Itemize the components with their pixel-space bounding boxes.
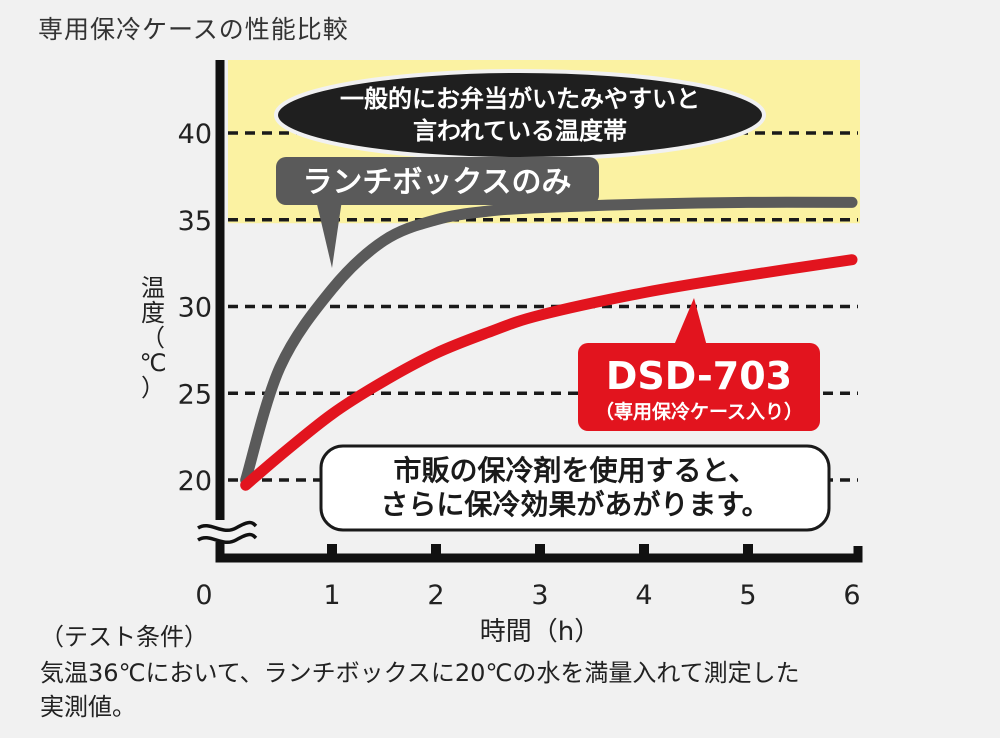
x-tick-label-5: 5 [739, 580, 756, 611]
axis-break-wave-lower [197, 532, 258, 544]
y-axis-label-char-1: 度 [141, 299, 165, 327]
x-tick-mark-2 [431, 544, 441, 558]
x-tick-label-1: 1 [323, 580, 340, 611]
dsd-series-label: DSD-703 [606, 354, 792, 398]
tip-callout-line-2: さらに保冷効果があがります。 [380, 488, 769, 521]
x-tick-mark-1 [327, 544, 337, 558]
y-tick-label-30: 30 [178, 293, 212, 324]
y-tick-label-35: 35 [178, 206, 212, 237]
x-tick-mark-4 [639, 544, 649, 558]
y-tick-label-20: 20 [178, 466, 212, 497]
y-tick-label-40: 40 [178, 119, 212, 150]
series-line-lunchbox-only [240, 196, 858, 486]
lunchbox-callout-pointer [316, 200, 342, 268]
y-tick-label-25: 25 [178, 379, 212, 410]
dsd-callout-box [578, 343, 820, 431]
x-tick-label-3: 3 [531, 580, 548, 611]
y-axis-label-char-4: ） [141, 374, 165, 402]
y-axis-label-char-3: ℃ [140, 349, 167, 377]
lunchbox-series-label: ランチボックスのみ [302, 165, 571, 200]
series-line-dsd-703 [240, 254, 858, 491]
test-conditions-heading: （テスト条件） [40, 623, 208, 651]
x-tick-mark-5 [743, 544, 753, 558]
dsd-callout-pointer [672, 298, 708, 350]
band-label-line-2: 言われている温度帯 [413, 117, 627, 145]
y-axis-label-char-2: （ [141, 324, 165, 352]
tip-callout-line-1: 市販の保冷剤を使用すると、 [394, 454, 757, 487]
test-conditions-line-2: 実測値。 [40, 693, 136, 721]
x-tick-label-4: 4 [635, 580, 652, 611]
band-label-line-1: 一般的にお弁当がいたみやすいと [340, 85, 700, 113]
x-tick-mark-3 [535, 544, 545, 558]
x-tick-label-2: 2 [427, 580, 444, 611]
test-conditions-line-1: 気温36℃において、ランチボックスに20℃の水を満量入れて測定した [40, 659, 800, 687]
tip-callout-box [319, 444, 831, 532]
lunchbox-callout-box [276, 157, 599, 205]
x-axis-label: 時間（h） [480, 617, 600, 647]
axis-break-wave-upper [197, 520, 258, 532]
dsd-series-sublabel: （専用保冷ケース入り） [595, 400, 803, 423]
x-tick-label-6: 6 [843, 580, 860, 611]
x-tick-label-0: 0 [195, 580, 212, 611]
chart-title: 専用保冷ケースの性能比較 [38, 15, 349, 44]
y-axis-label-char-0: 温 [141, 274, 165, 302]
